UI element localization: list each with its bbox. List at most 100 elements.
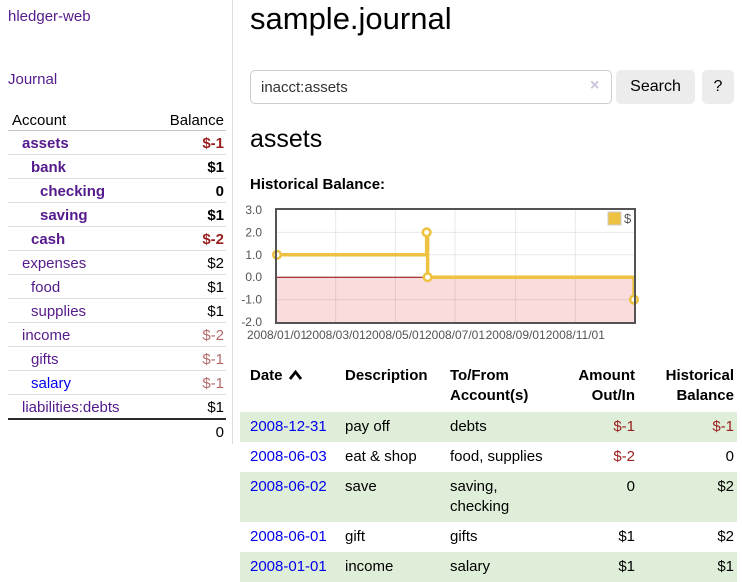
register-amount-cell: $-2 — [555, 442, 637, 472]
account-link[interactable]: salary — [31, 375, 71, 392]
account-balance: $1 — [150, 155, 226, 179]
register-amount-cell: 0 — [555, 472, 637, 522]
search-button[interactable]: Search — [616, 70, 695, 104]
account-row: bank $1 — [8, 155, 226, 179]
account-row: income $-2 — [8, 323, 226, 347]
account-balance: $-2 — [150, 323, 226, 347]
chart-data-point — [424, 273, 432, 281]
account-link[interactable]: checking — [40, 183, 105, 200]
account-balance: $1 — [150, 203, 226, 227]
register-header-amount: Amount Out/In — [555, 362, 637, 412]
account-link[interactable]: income — [22, 327, 70, 344]
account-balance: $2 — [150, 251, 226, 275]
chart-heading: Historical Balance: — [250, 176, 385, 193]
search-form: × Search ? — [250, 70, 742, 104]
account-row: checking 0 — [8, 179, 226, 203]
account-link[interactable]: cash — [31, 231, 65, 248]
transaction-date-link[interactable]: 2008-06-03 — [250, 448, 327, 465]
account-row: supplies $1 — [8, 299, 226, 323]
chevron-up-icon — [288, 370, 303, 381]
accounts-total: 0 — [150, 419, 226, 443]
register-date-cell: 2008-06-03 — [240, 442, 335, 472]
account-row: cash$-2 — [8, 227, 226, 251]
sidebar-item-journal[interactable]: Journal — [8, 71, 57, 88]
brand-link[interactable]: hledger-web — [8, 8, 91, 25]
account-link[interactable]: gifts — [31, 351, 59, 368]
y-axis-tick-label: 3.0 — [245, 203, 262, 217]
x-axis-tick-label: 2008/05/01 — [365, 328, 425, 342]
account-balance: $1 — [150, 395, 226, 420]
register-table: Date Description To/From Account(s) Amou… — [240, 362, 737, 582]
accounts-header-row: Account Balance — [8, 104, 226, 131]
account-row: gifts $-1 — [8, 347, 226, 371]
register-header-description: Description — [335, 362, 440, 412]
transaction-date-link[interactable]: 2008-01-01 — [250, 558, 327, 575]
account-link[interactable]: liabilities:debts — [22, 399, 120, 416]
y-axis-tick-label: -1.0 — [241, 293, 262, 307]
register-balance-cell: $1 — [637, 552, 737, 582]
accounts-header-balance: Balance — [150, 104, 226, 131]
account-balance: $1 — [150, 299, 226, 323]
register-amount-cell: $1 — [555, 522, 637, 552]
account-row: salary$-1 — [8, 371, 226, 395]
transaction-date-link[interactable]: 2008-06-01 — [250, 528, 327, 545]
chart-legend-swatch — [608, 212, 621, 225]
accounts-table: Account Balance assets $-1 bank $1 checking 0… — [8, 104, 226, 443]
register-description-cell: gift — [335, 522, 440, 552]
accounts-header-account: Account — [8, 104, 150, 131]
account-row: saving $1 — [8, 203, 226, 227]
register-date-cell: 2008-06-02 — [240, 472, 335, 522]
register-balance-cell: $2 — [637, 472, 737, 522]
register-description-cell: eat & shop — [335, 442, 440, 472]
account-balance: $-1 — [150, 347, 226, 371]
register-row: 2008-12-31pay offdebts$-1$-1 — [240, 412, 737, 442]
register-description-cell: save — [335, 472, 440, 522]
x-axis-tick-label: 2008/07/01 — [425, 328, 485, 342]
x-axis-tick-label: 2008/03/01 — [306, 328, 366, 342]
register-row: 2008-06-02savesaving, checking0$2 — [240, 472, 737, 522]
clear-search-icon[interactable]: × — [590, 78, 599, 94]
account-link[interactable]: bank — [31, 159, 66, 176]
register-row: 2008-06-01 giftgifts$1$2 — [240, 522, 737, 552]
account-link[interactable]: food — [31, 279, 60, 296]
y-axis-tick-label: 2.0 — [245, 225, 262, 239]
register-date-cell: 2008-01-01 — [240, 552, 335, 582]
account-link[interactable]: supplies — [31, 303, 86, 320]
help-button[interactable]: ? — [702, 70, 734, 104]
register-accounts-cell: gifts — [440, 522, 555, 552]
x-axis-tick-label: 2008/01/01 — [247, 328, 307, 342]
account-balance: 0 — [150, 179, 226, 203]
y-axis-tick-label: 1.0 — [245, 248, 262, 262]
transaction-date-link[interactable]: 2008-06-02 — [250, 478, 327, 495]
account-row: liabilities:debts $1 — [8, 395, 226, 420]
register-header-date[interactable]: Date — [240, 362, 335, 412]
register-balance-cell: $-1 — [637, 412, 737, 442]
register-description-cell: pay off — [335, 412, 440, 442]
register-header-row: Date Description To/From Account(s) Amou… — [240, 362, 737, 412]
x-axis-tick-label: 2008/11/01 — [546, 328, 605, 342]
account-balance: $-1 — [150, 131, 226, 155]
x-axis-tick-label: 2008/09/01 — [486, 328, 546, 342]
register-amount-cell: $1 — [555, 552, 637, 582]
register-date-cell: 2008-06-01 — [240, 522, 335, 552]
account-heading: assets — [250, 124, 322, 154]
register-description-cell: income — [335, 552, 440, 582]
y-axis-tick-label: 0.0 — [245, 270, 262, 284]
account-link[interactable]: assets — [22, 135, 69, 152]
account-link[interactable]: saving — [40, 207, 88, 224]
register-balance-cell: 0 — [637, 442, 737, 472]
register-accounts-cell: salary — [440, 552, 555, 582]
search-input[interactable] — [250, 70, 612, 104]
transaction-date-link[interactable]: 2008-12-31 — [250, 418, 327, 435]
historical-balance-chart: $3.02.01.00.0-1.0-2.02008/01/012008/03/0… — [240, 200, 742, 350]
account-balance: $1 — [150, 275, 226, 299]
register-row: 2008-01-01incomesalary$1$1 — [240, 552, 737, 582]
register-row: 2008-06-03eat & shopfood, supplies$-20 — [240, 442, 737, 472]
register-accounts-cell: debts — [440, 412, 555, 442]
chart-data-point — [423, 229, 431, 237]
account-row: assets $-1 — [8, 131, 226, 155]
register-date-cell: 2008-12-31 — [240, 412, 335, 442]
account-link[interactable]: expenses — [22, 255, 86, 272]
register-balance-cell: $2 — [637, 522, 737, 552]
y-axis-tick-label: -2.0 — [241, 315, 262, 329]
